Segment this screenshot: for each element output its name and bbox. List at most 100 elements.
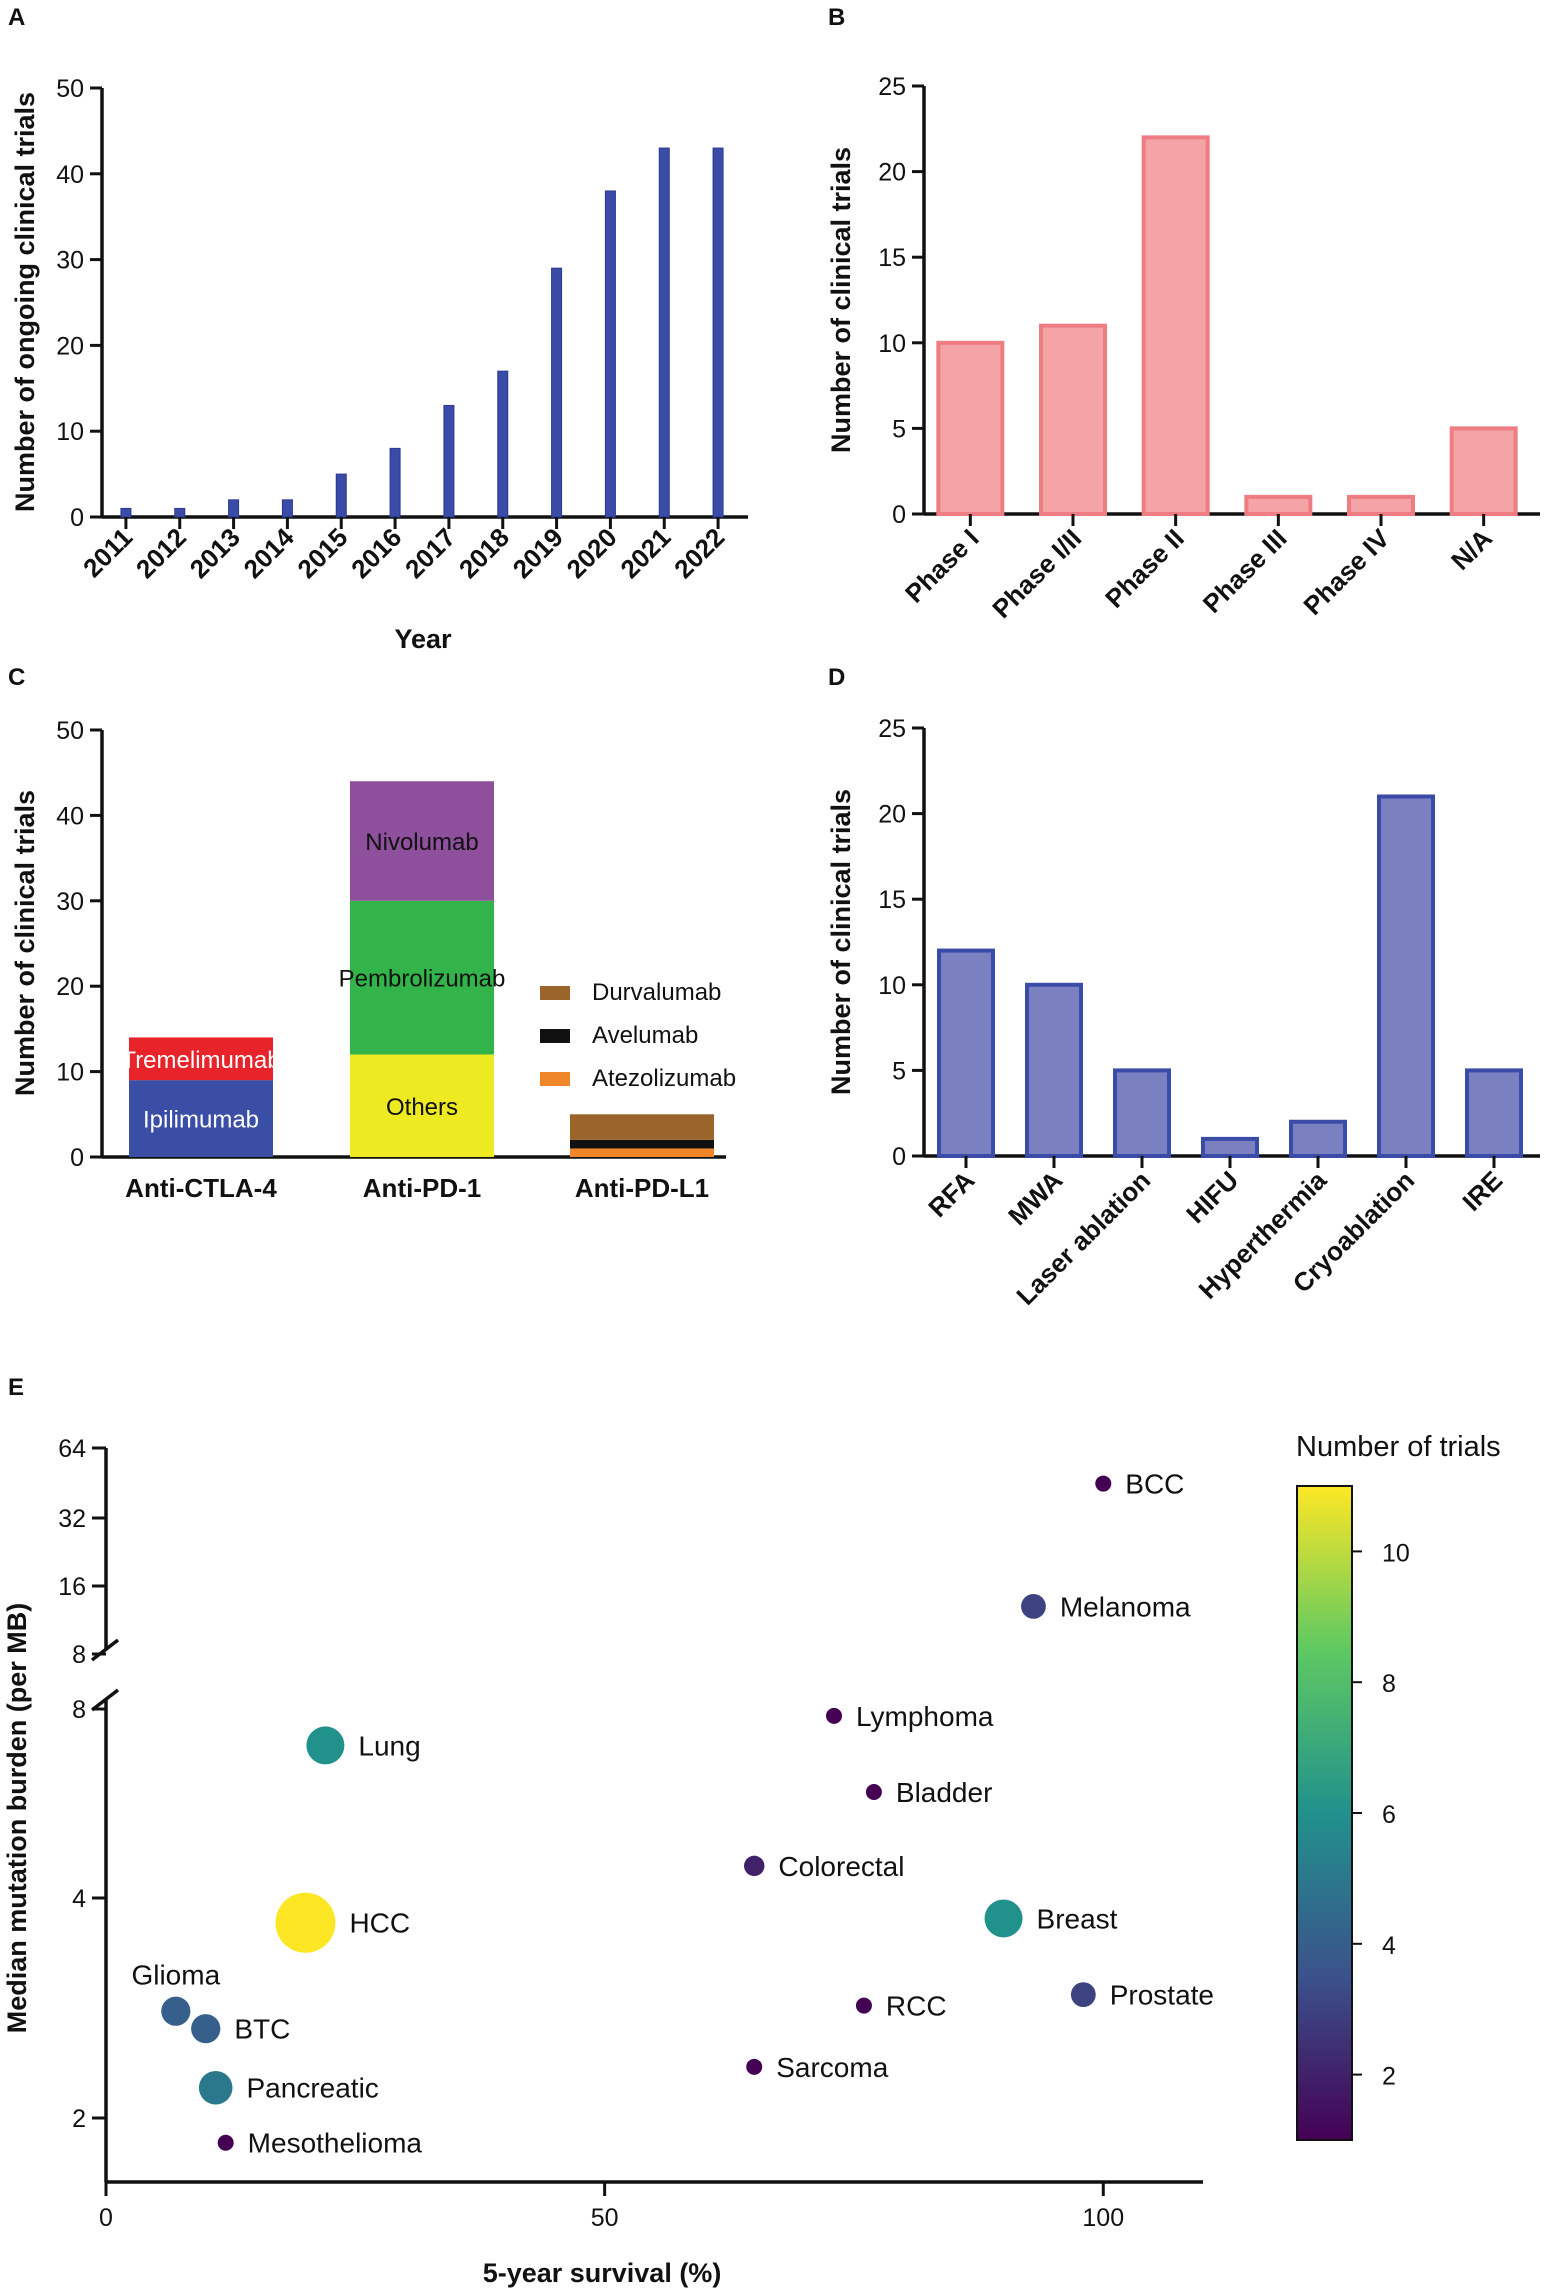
chart-e-point-btc	[191, 2014, 221, 2044]
chart-e-xtick-label: 100	[1082, 2204, 1124, 2232]
chart-a-xtick-label: 2011	[77, 522, 138, 583]
chart-c-xtick-label: Anti-PD-L1	[575, 1173, 709, 1203]
chart-a-xtick-label: 2022	[668, 522, 730, 584]
chart-c-segment-nivolumab	[350, 781, 494, 901]
chart-a-bar	[551, 267, 563, 518]
chart-d-ylabel: Number of clinical trials	[826, 789, 856, 1095]
chart-b-ytick-label: 20	[878, 159, 906, 187]
chart-b-ytick-label: 10	[878, 330, 906, 358]
colorbar-tick-label: 4	[1382, 1932, 1396, 1960]
chart-a-bar	[497, 370, 509, 518]
chart-e-point-rcc	[855, 1997, 872, 2014]
chart-c-segment-label: Nivolumab	[365, 829, 478, 856]
chart-c-xtick-label: Anti-CTLA-4	[125, 1173, 277, 1203]
chart-c-segment-avelumab	[570, 1139, 714, 1149]
panel-label-d: D	[828, 664, 845, 691]
chart-d-xtick-label: MWA	[1002, 1165, 1068, 1231]
chart-e-point-label: Sarcoma	[776, 2052, 888, 2083]
chart-d-bar	[937, 948, 995, 1158]
panel-label-a: A	[8, 4, 25, 31]
chart-c-ytick-label: 50	[56, 717, 84, 745]
chart-d-bar	[1201, 1136, 1259, 1159]
chart-a-ylabel: Number of ongoing clinical trials	[10, 92, 40, 512]
chart-e-point-label: Lymphoma	[856, 1701, 994, 1732]
chart-c-segment-ipilimumab	[129, 1080, 273, 1157]
colorbar-tick-label: 8	[1382, 1670, 1396, 1698]
chart-b-xtick-label: Phase I/II	[986, 523, 1087, 624]
colorbar-tick-label: 2	[1382, 2063, 1396, 2091]
chart-a-ytick-label: 0	[70, 504, 84, 532]
chart-b-bar	[1244, 494, 1313, 517]
chart-d-bar	[1113, 1068, 1171, 1159]
chart-e-point-sarcoma	[746, 2058, 763, 2075]
chart-e-point-colorectal	[744, 1855, 765, 1877]
chart-b-xtick-label: Phase IV	[1297, 523, 1395, 621]
panel-label-e: E	[8, 1374, 24, 1401]
chart-e-point-bladder	[865, 1784, 882, 1801]
chart-d-xtick-label: RFA	[922, 1165, 980, 1223]
chart-a-ytick-label: 10	[56, 418, 84, 446]
chart-c-segment-durvalumab	[570, 1114, 714, 1140]
chart-a-xtick-label: 2013	[184, 522, 246, 584]
chart-e-point-melanoma	[1021, 1593, 1046, 1619]
chart-c-ytick-label: 10	[56, 1059, 84, 1087]
chart-c-segment-atezolizumab	[570, 1148, 714, 1157]
chart-c-ytick-label: 0	[70, 1144, 84, 1172]
chart-e-ytick-label: 2	[72, 2105, 86, 2133]
chart-a-bar	[228, 499, 240, 518]
chart-c-ytick-label: 40	[56, 802, 84, 830]
chart-e-xlabel: 5-year survival (%)	[483, 2258, 722, 2288]
chart-a-bar	[335, 473, 347, 518]
colorbar-tick-label: 10	[1382, 1539, 1410, 1567]
chart-e-ytick-label: 64	[58, 1435, 86, 1463]
chart-a-xtick-label: 2016	[345, 522, 407, 584]
chart-e-point-label: BTC	[234, 2014, 290, 2045]
chart-a-bar	[281, 499, 293, 518]
chart-e-point-mesothelioma	[217, 2134, 234, 2151]
chart-e-point-glioma	[161, 1996, 191, 2026]
panel-label-b: B	[828, 4, 845, 31]
chart-a: 0 10 20 30 40 50 2011201220132014201520162017…	[10, 75, 748, 654]
chart-d-xtick-label: IRE	[1456, 1165, 1508, 1217]
chart-b-bar	[936, 340, 1005, 516]
chart-a-ytick-label: 40	[56, 161, 84, 189]
panel-label-c: C	[8, 664, 25, 691]
chart-e-ytick-label: 4	[72, 1885, 86, 1913]
chart-c-ytick-label: 20	[56, 973, 84, 1001]
chart-e-point-label: Breast	[1037, 1903, 1118, 1934]
chart-e-axis-break-upper	[90, 1638, 120, 1662]
chart-e-axis-break-lower	[90, 1688, 120, 1712]
chart-c-xtick-label: Anti-PD-1	[363, 1173, 481, 1203]
chart-b-ytick-label: 0	[892, 501, 906, 529]
chart-e-xtick-label: 50	[591, 2204, 619, 2232]
chart-b-xtick-label: Phase III	[1197, 523, 1293, 619]
chart-e-point-label: Colorectal	[778, 1851, 904, 1882]
chart-d-bar	[1025, 982, 1083, 1158]
chart-a-xtick-label: 2015	[291, 522, 353, 584]
chart-c-segment-label: Others	[386, 1094, 458, 1121]
chart-c-legend-swatch	[540, 986, 570, 1000]
chart-b-ytick-label: 5	[892, 415, 906, 443]
chart-e-point-lung	[306, 1726, 345, 1765]
chart-c-segment-others	[350, 1054, 494, 1157]
chart-c-legend-label: Atezolizumab	[592, 1065, 736, 1092]
chart-c-legend-label: Durvalumab	[592, 979, 721, 1006]
chart-e-point-prostate	[1070, 1982, 1096, 2008]
chart-d-ytick-label: 20	[878, 801, 906, 829]
chart-e-point-label: Prostate	[1110, 1980, 1214, 2011]
chart-c-segment-pembrolizumab	[350, 900, 494, 1055]
chart-a-xtick-label: 2017	[399, 522, 461, 584]
chart-d-xtick-label: HIFU	[1180, 1165, 1244, 1229]
colorbar-tick-label: 6	[1382, 1801, 1396, 1829]
chart-b-xtick-label: N/A	[1445, 523, 1498, 576]
chart-e-point-label: Lung	[358, 1730, 420, 1761]
chart-a-bar	[712, 147, 724, 518]
chart-e-point-label: Mesothelioma	[248, 2128, 423, 2159]
chart-a-xlabel: Year	[394, 624, 452, 654]
chart-c-legend-label: Avelumab	[592, 1022, 698, 1049]
chart-c-segment-label: Ipilimumab	[143, 1107, 259, 1134]
chart-e-point-hcc	[275, 1892, 336, 1953]
